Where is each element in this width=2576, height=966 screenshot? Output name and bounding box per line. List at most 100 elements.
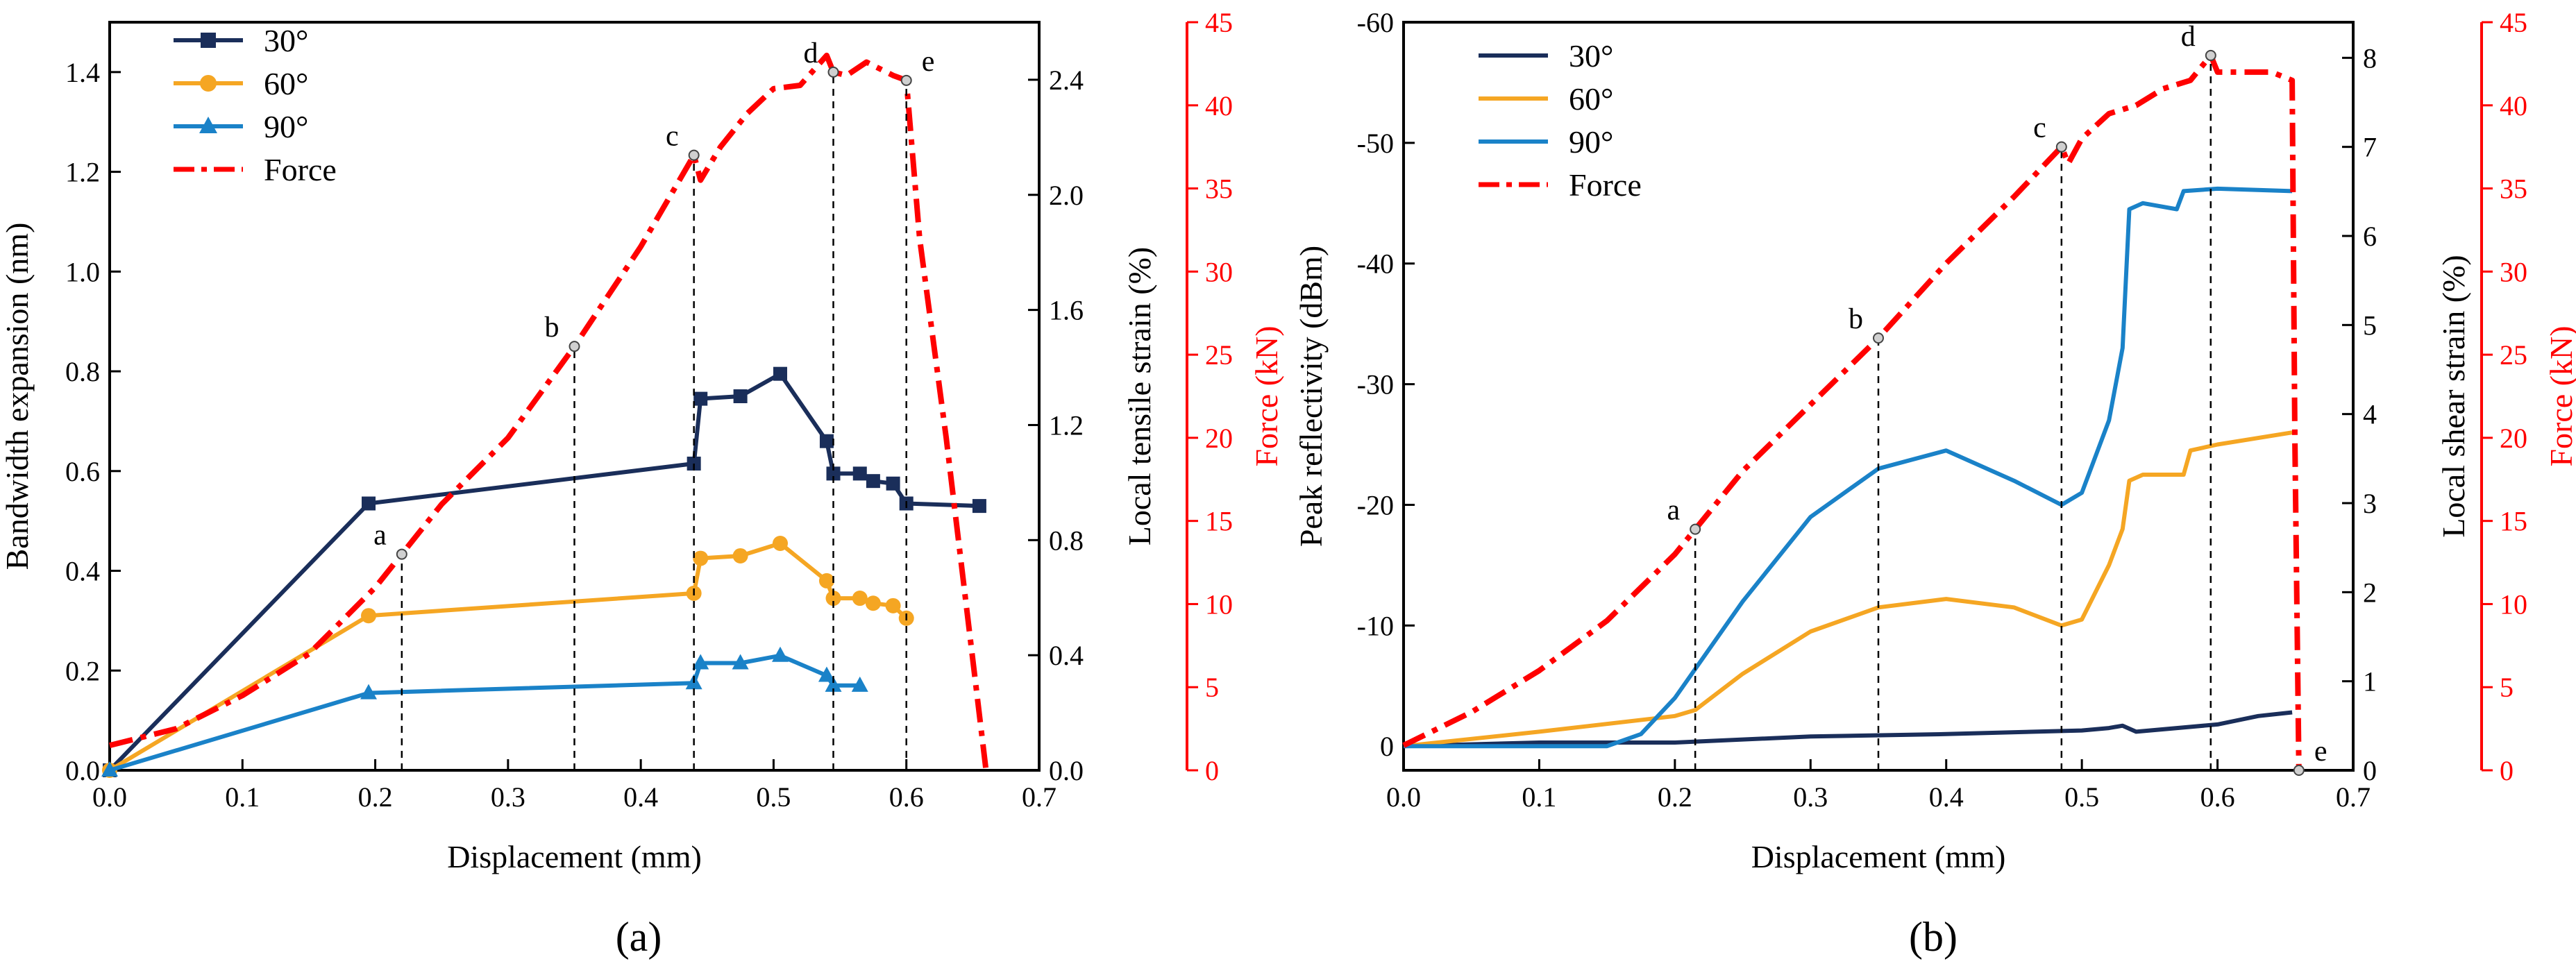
data-point-90deg bbox=[692, 654, 709, 670]
force-tick-label: 10 bbox=[2500, 588, 2527, 620]
y2-tick-label: 3 bbox=[2363, 488, 2377, 519]
data-point-30deg bbox=[826, 466, 841, 481]
annotation-label: c bbox=[666, 121, 679, 153]
y-tick-label: -50 bbox=[1357, 128, 1394, 159]
force-tick-label: 40 bbox=[2500, 90, 2527, 121]
y2-tick-label: 0.0 bbox=[1049, 755, 1084, 786]
data-point-60deg bbox=[825, 591, 841, 607]
force-tick-label: 25 bbox=[1205, 339, 1233, 371]
data-point-30deg bbox=[886, 476, 900, 491]
data-point-90deg bbox=[851, 676, 868, 692]
force-tick-label: 35 bbox=[1205, 173, 1233, 205]
x-tick-label: 0.3 bbox=[491, 781, 525, 813]
legend-label: 30° bbox=[1569, 38, 1613, 74]
y-axis-title: Bandwidth expansion (nm) bbox=[0, 223, 35, 570]
x-tick-label: 0.3 bbox=[1793, 781, 1828, 813]
force-tick-label: 25 bbox=[2500, 339, 2527, 371]
x-tick-label: 0.0 bbox=[1386, 781, 1421, 813]
x-tick-label: 0.4 bbox=[1929, 781, 1964, 813]
legend-label: 90° bbox=[1569, 124, 1613, 160]
data-point-90deg bbox=[101, 761, 118, 777]
x-tick-label: 0.6 bbox=[2200, 781, 2235, 813]
force-series-line bbox=[1402, 52, 2302, 771]
series-90deg-line bbox=[109, 653, 860, 772]
force-tick-label: 45 bbox=[1205, 7, 1233, 38]
data-point-30deg bbox=[972, 499, 986, 514]
y-tick-label: 0.6 bbox=[65, 456, 100, 487]
plot-frame bbox=[108, 21, 1041, 772]
data-point-90deg bbox=[732, 654, 749, 670]
y2-tick-label: 5 bbox=[2363, 310, 2377, 341]
x-tick-label: 0.1 bbox=[1522, 781, 1556, 813]
y2-tick-label: 0.4 bbox=[1049, 640, 1084, 671]
annotation-label: e bbox=[2314, 736, 2327, 768]
legend-label: 90° bbox=[264, 109, 308, 144]
y2-tick-label: 1.6 bbox=[1049, 295, 1084, 326]
y-tick-label: 0.0 bbox=[65, 755, 100, 786]
annotation-marker bbox=[2205, 49, 2216, 61]
legend-label: 60° bbox=[1569, 81, 1613, 117]
x-tick-label: 0.1 bbox=[225, 781, 260, 813]
annotation-marker bbox=[900, 74, 912, 86]
y-tick-label: 0 bbox=[1380, 731, 1394, 762]
annotation-marker bbox=[396, 548, 407, 560]
annotation-label: a bbox=[373, 520, 387, 552]
legend-marker bbox=[199, 117, 217, 133]
y2-tick-label: 0.8 bbox=[1049, 525, 1084, 556]
data-point-60deg bbox=[361, 608, 377, 624]
data-point-90deg bbox=[818, 666, 835, 682]
legend-label: 30° bbox=[264, 23, 308, 58]
x-tick-label: 0.7 bbox=[1022, 781, 1057, 813]
x-tick-label: 0.4 bbox=[623, 781, 658, 813]
series-90deg-line bbox=[1404, 186, 2293, 749]
y-tick-label: 1.0 bbox=[65, 256, 100, 287]
panel-a-label: (a) bbox=[616, 914, 662, 960]
annotation-label: d bbox=[2181, 21, 2196, 53]
force-tick-label: 40 bbox=[1205, 90, 1233, 121]
y-tick-label: -20 bbox=[1357, 489, 1394, 520]
data-point-60deg bbox=[693, 550, 709, 566]
data-point-30deg bbox=[693, 391, 708, 406]
data-point-30deg bbox=[866, 474, 880, 489]
force-tick-label: 45 bbox=[2500, 7, 2527, 38]
y-tick-label: 0.4 bbox=[65, 556, 100, 587]
y2-tick-label: 1 bbox=[2363, 666, 2377, 697]
y2-axis-title: Local shear strain (%) bbox=[2436, 255, 2471, 537]
data-point-90deg bbox=[771, 646, 789, 662]
x-tick-label: 0.0 bbox=[92, 781, 127, 813]
y2-axis-title: Local tensile strain (%) bbox=[1122, 247, 1157, 545]
annotation-label: c bbox=[2033, 112, 2046, 144]
x-tick-label: 0.2 bbox=[358, 781, 393, 813]
annotation-marker bbox=[688, 149, 700, 161]
legend-marker bbox=[201, 33, 216, 48]
data-point-60deg bbox=[865, 595, 881, 611]
annotation-label: e bbox=[922, 46, 935, 78]
x-tick-label: 0.5 bbox=[756, 781, 791, 813]
x-axis-title: Displacement (mm) bbox=[447, 839, 702, 874]
y2-tick-label: 2.4 bbox=[1049, 65, 1084, 96]
x-tick-label: 0.7 bbox=[2336, 781, 2371, 813]
annotation-marker bbox=[2293, 765, 2305, 776]
annotation-label: a bbox=[1667, 495, 1681, 527]
legend-label: 60° bbox=[264, 66, 308, 101]
data-point-90deg bbox=[360, 684, 378, 700]
force-tick-label: 5 bbox=[2500, 672, 2514, 703]
y-tick-label: 1.4 bbox=[65, 57, 100, 88]
legend-marker bbox=[200, 75, 217, 92]
y-tick-label: 0.2 bbox=[65, 655, 100, 686]
data-point-30deg bbox=[362, 496, 376, 511]
y-tick-label: -60 bbox=[1357, 7, 1394, 38]
annotation-marker bbox=[2055, 141, 2067, 153]
y-tick-label: 1.2 bbox=[65, 157, 100, 188]
force-tick-label: 35 bbox=[2500, 173, 2527, 205]
annotation-marker bbox=[569, 341, 580, 353]
force-tick-label: 30 bbox=[2500, 256, 2527, 287]
series-30deg-line bbox=[1403, 710, 2293, 749]
data-point-90deg bbox=[825, 676, 842, 692]
y2-tick-label: 6 bbox=[2363, 221, 2377, 252]
force-series-line bbox=[109, 52, 989, 771]
data-point-60deg bbox=[852, 591, 868, 607]
y-tick-label: -10 bbox=[1357, 610, 1394, 641]
y2-tick-label: 2 bbox=[2363, 577, 2377, 608]
panel-b-label: (b) bbox=[1909, 914, 1958, 960]
